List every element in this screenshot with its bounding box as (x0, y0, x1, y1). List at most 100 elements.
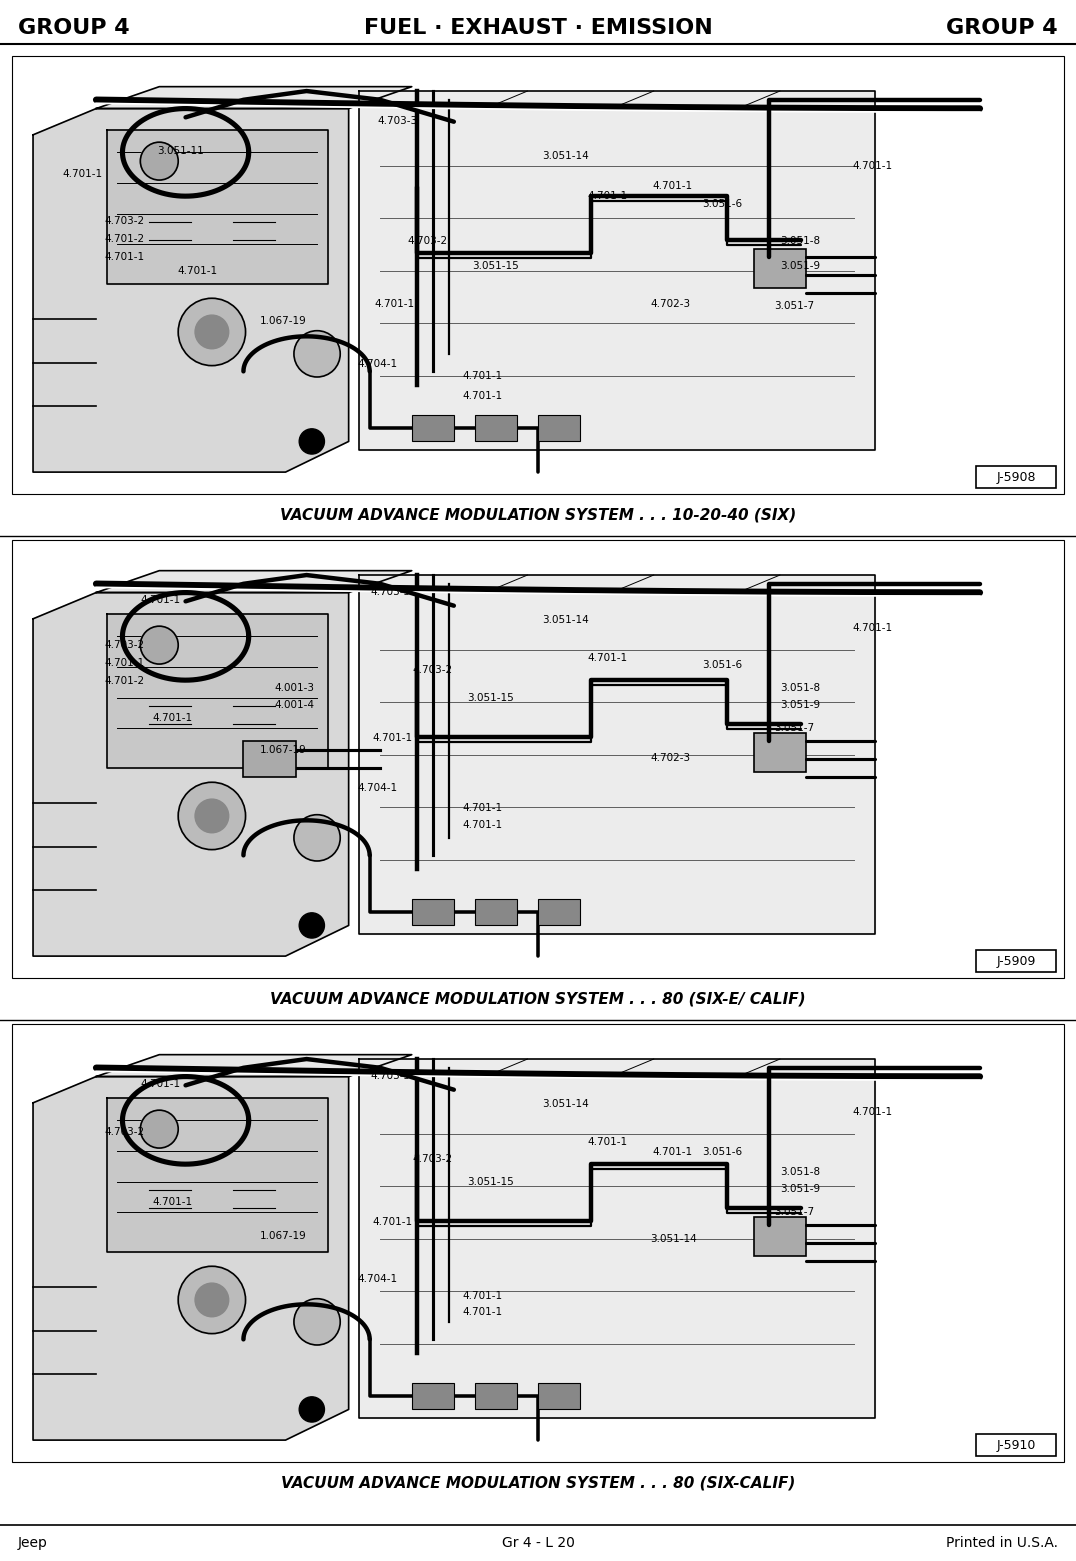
Bar (753, 1216, 806, 1257)
Circle shape (195, 1283, 229, 1317)
Bar (538, 899, 580, 926)
Text: 3.051-8: 3.051-8 (780, 1168, 820, 1177)
Text: VACUUM ADVANCE MODULATION SYSTEM . . . 80 (SIX-E/ CALIF): VACUUM ADVANCE MODULATION SYSTEM . . . 8… (270, 991, 806, 1007)
Circle shape (179, 1266, 245, 1333)
Bar (12, 1024, 1064, 1463)
Bar (475, 1383, 516, 1410)
Text: 4.701-2: 4.701-2 (104, 676, 144, 685)
Polygon shape (107, 615, 327, 768)
Text: 4.703-2: 4.703-2 (412, 1154, 452, 1165)
Text: 4.701-1: 4.701-1 (652, 1147, 692, 1157)
Bar (12, 540, 1064, 979)
Polygon shape (359, 1058, 875, 1419)
Polygon shape (107, 1099, 327, 1252)
Bar (12, 56, 1064, 493)
Text: 4.701-1: 4.701-1 (462, 1291, 502, 1300)
Text: 4.701-1: 4.701-1 (176, 265, 217, 276)
Text: 4.704-1: 4.704-1 (357, 359, 397, 368)
Text: 3.051-9: 3.051-9 (780, 1183, 820, 1194)
Bar (12, 56, 1064, 493)
Bar (475, 415, 516, 442)
Text: 4.701-1: 4.701-1 (372, 734, 412, 743)
Text: 4.701-1: 4.701-1 (152, 713, 193, 723)
Text: 3.051-9: 3.051-9 (780, 699, 820, 710)
Text: 4.702-3: 4.702-3 (650, 300, 690, 309)
Text: GROUP 4: GROUP 4 (18, 19, 129, 37)
Bar (412, 415, 454, 442)
Text: 4.001-3: 4.001-3 (274, 684, 314, 693)
Text: 3.051-14: 3.051-14 (542, 151, 589, 161)
Bar (753, 248, 806, 289)
Polygon shape (359, 91, 875, 450)
Text: 3.051-8: 3.051-8 (780, 236, 820, 247)
Polygon shape (96, 87, 412, 109)
Bar (976, 1435, 1056, 1456)
Circle shape (294, 815, 340, 862)
Text: 4.703-2: 4.703-2 (412, 665, 452, 674)
Text: 3.051-6: 3.051-6 (702, 660, 742, 670)
Text: 4.704-1: 4.704-1 (357, 784, 397, 793)
Text: 3.051-15: 3.051-15 (467, 1177, 513, 1186)
Circle shape (179, 782, 245, 849)
Text: 1.067-19: 1.067-19 (260, 315, 307, 326)
Circle shape (299, 429, 325, 454)
Text: 4.701-2: 4.701-2 (104, 234, 144, 244)
Text: 4.703-3: 4.703-3 (370, 1071, 410, 1082)
Polygon shape (96, 571, 412, 593)
Bar (412, 899, 454, 926)
Polygon shape (33, 593, 349, 955)
Bar (475, 899, 516, 926)
Circle shape (299, 1397, 325, 1422)
Text: 4.703-2: 4.703-2 (104, 1127, 144, 1136)
Text: 4.703-3: 4.703-3 (370, 587, 410, 596)
Text: 3.051-7: 3.051-7 (774, 301, 815, 311)
Text: 4.701-1: 4.701-1 (152, 1197, 193, 1207)
Bar (412, 1383, 454, 1410)
Circle shape (294, 331, 340, 378)
Bar (12, 1024, 1064, 1463)
Circle shape (195, 315, 229, 348)
Bar (976, 467, 1056, 489)
Text: 4.701-1: 4.701-1 (852, 161, 892, 172)
Text: 3.051-14: 3.051-14 (542, 1099, 589, 1108)
Text: VACUUM ADVANCE MODULATION SYSTEM . . . 10-20-40 (SIX): VACUUM ADVANCE MODULATION SYSTEM . . . 1… (280, 507, 796, 523)
Polygon shape (33, 109, 349, 471)
Text: 4.701-1: 4.701-1 (372, 1218, 412, 1227)
Text: 3.051-6: 3.051-6 (702, 1147, 742, 1157)
Text: 4.701-1: 4.701-1 (852, 623, 892, 634)
Polygon shape (107, 131, 327, 284)
Circle shape (140, 142, 179, 180)
Text: J-5909: J-5909 (996, 954, 1036, 968)
Text: 4.702-3: 4.702-3 (650, 752, 690, 763)
Bar (243, 741, 296, 776)
Text: 3.051-6: 3.051-6 (702, 198, 742, 209)
Text: 3.051-14: 3.051-14 (542, 615, 589, 624)
Circle shape (179, 298, 245, 365)
Text: 3.051-14: 3.051-14 (650, 1235, 697, 1244)
Text: 3.051-9: 3.051-9 (780, 261, 820, 272)
Text: 4.701-1: 4.701-1 (462, 372, 502, 381)
Circle shape (140, 1110, 179, 1147)
Text: 3.051-8: 3.051-8 (780, 684, 820, 693)
Text: Printed in U.S.A.: Printed in U.S.A. (946, 1536, 1058, 1550)
Bar (12, 540, 1064, 979)
Circle shape (195, 799, 229, 832)
Text: 4.703-2: 4.703-2 (407, 236, 448, 247)
Text: FUEL · EXHAUST · EMISSION: FUEL · EXHAUST · EMISSION (364, 19, 712, 37)
Text: 3.051-15: 3.051-15 (467, 693, 513, 702)
Text: Gr 4 - L 20: Gr 4 - L 20 (501, 1536, 575, 1550)
Text: 4.001-4: 4.001-4 (274, 699, 314, 710)
Text: 3.051-7: 3.051-7 (774, 723, 815, 734)
Text: 4.703-3: 4.703-3 (377, 116, 417, 126)
Bar (976, 951, 1056, 973)
Text: 4.701-1: 4.701-1 (104, 659, 144, 668)
Bar (753, 732, 806, 773)
Circle shape (140, 626, 179, 663)
Text: 4.704-1: 4.704-1 (357, 1274, 397, 1285)
Bar (538, 415, 580, 442)
Text: 4.701-1: 4.701-1 (374, 300, 414, 309)
Text: 4.701-1: 4.701-1 (587, 190, 627, 201)
Text: 4.701-1: 4.701-1 (104, 251, 144, 262)
Text: 4.701-1: 4.701-1 (140, 1079, 180, 1090)
Text: 4.701-1: 4.701-1 (462, 1307, 502, 1317)
